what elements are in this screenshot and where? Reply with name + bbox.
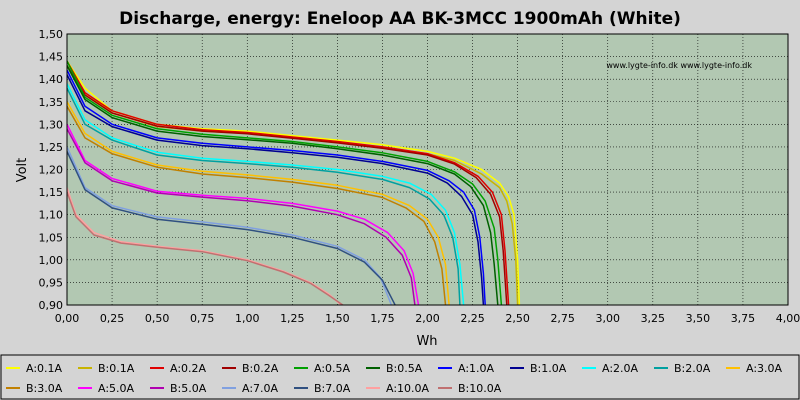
- series-lines: [67, 60, 521, 305]
- x-tick-label: 3,25: [641, 312, 666, 325]
- y-tick-label: 1,50: [39, 28, 64, 41]
- x-tick-label: 2,00: [415, 312, 440, 325]
- x-tick-label: 0,50: [145, 312, 170, 325]
- x-tick-label: 2,25: [460, 312, 485, 325]
- legend-label: A:2.0A: [602, 362, 639, 375]
- x-tick-label: 1,25: [280, 312, 305, 325]
- x-tick-label: 2,75: [550, 312, 575, 325]
- y-tick-label: 1,45: [39, 51, 64, 64]
- series-line: [67, 187, 342, 305]
- series-line: [67, 128, 416, 305]
- legend-label: A:0.2A: [170, 362, 207, 375]
- x-tick-label: 3,75: [731, 312, 756, 325]
- watermark: www.lygte-info.dk www.lygte-info.dk: [606, 61, 752, 70]
- x-tick-label: 2,50: [505, 312, 530, 325]
- legend-label: B:0.5A: [386, 362, 423, 375]
- legend-label: B:2.0A: [674, 362, 711, 375]
- legend-label: B:1.0A: [530, 362, 567, 375]
- legend-label: A:1.0A: [458, 362, 495, 375]
- series-line: [67, 146, 393, 305]
- series-line: [67, 69, 486, 305]
- plot-border: [66, 33, 789, 306]
- legend-label: B:7.0A: [314, 382, 351, 395]
- y-tick-label: 1,15: [39, 186, 64, 199]
- y-tick-label: 1,20: [39, 164, 64, 177]
- legend-label: B:3.0A: [26, 382, 63, 395]
- series-line: [67, 101, 450, 305]
- x-tick-label: 0,75: [190, 312, 215, 325]
- legend-label: B:10.0A: [458, 382, 502, 395]
- series-line: [67, 65, 508, 305]
- series-line: [67, 74, 485, 305]
- y-tick-label: 1,05: [39, 231, 64, 244]
- legend-label: A:0.1A: [26, 362, 63, 375]
- x-tick-label: 1,00: [235, 312, 260, 325]
- y-tick-label: 1,30: [39, 118, 64, 131]
- x-tick-label: 0,25: [100, 312, 125, 325]
- series-line: [67, 60, 510, 305]
- legend-label: A:5.0A: [98, 382, 135, 395]
- y-tick-labels: 0,90 0,95 1,00 1,05 1,10 1,15 1,20 1,25 1,30 1,35…: [39, 28, 64, 312]
- series-line: [67, 83, 465, 305]
- x-axis-label: Wh: [416, 334, 437, 349]
- y-tick-label: 0,95: [39, 276, 64, 289]
- series-line: [67, 191, 344, 305]
- y-tick-label: 1,25: [39, 141, 64, 154]
- series-line: [67, 151, 396, 305]
- y-tick-label: 1,40: [39, 73, 64, 86]
- legend-label: B:0.2A: [242, 362, 279, 375]
- x-tick-label: 1,50: [325, 312, 350, 325]
- legend-label: A:10.0A: [386, 382, 430, 395]
- chart-title: Discharge, energy: Eneloop AA BK-3MCC 19…: [119, 9, 681, 29]
- series-line: [67, 87, 461, 305]
- x-tick-label: 0,00: [55, 312, 80, 325]
- x-tick-label: 3,00: [596, 312, 621, 325]
- y-tick-label: 1,10: [39, 209, 64, 222]
- series-line: [67, 105, 447, 305]
- x-tick-label: 4,00: [776, 312, 800, 325]
- x-tick-label: 3,50: [686, 312, 711, 325]
- x-tick-labels: 0,00 0,25 0,50 0,75 1,00 1,25 1,50 1,75 2,00 2,25…: [55, 312, 800, 325]
- y-tick-label: 0,90: [39, 299, 64, 312]
- series-line: [67, 123, 420, 305]
- legend: A:0.1A B:0.1A A:0.2A B:0.2A A:0.5A B:0.5A A:1.…: [6, 362, 783, 395]
- x-tick-label: 1,75: [370, 312, 395, 325]
- legend-label: A:0.5A: [314, 362, 351, 375]
- series-line: [67, 60, 503, 305]
- legend-box: [0, 354, 800, 400]
- legend-label: A:7.0A: [242, 382, 279, 395]
- legend-label: B:5.0A: [170, 382, 207, 395]
- series-line: [67, 65, 499, 305]
- y-axis-label: Volt: [15, 158, 30, 183]
- legend-label: B:0.1A: [98, 362, 135, 375]
- y-tick-label: 1,35: [39, 96, 64, 109]
- y-tick-label: 1,00: [39, 254, 64, 267]
- legend-label: A:3.0A: [746, 362, 783, 375]
